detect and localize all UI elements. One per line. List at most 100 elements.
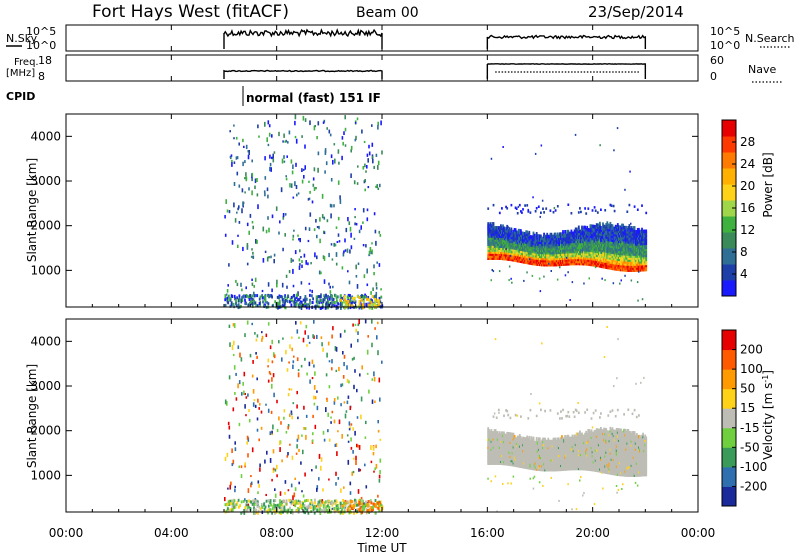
near-range-cell: [345, 502, 347, 505]
sparse-cell: [532, 196, 534, 198]
low-scatter-cell: [589, 277, 591, 279]
near-range-cell: [244, 506, 246, 509]
echo-cell: [316, 256, 318, 260]
near-range-cell: [229, 298, 231, 301]
echo-cell: [236, 212, 238, 214]
echo-cell: [337, 241, 339, 243]
colorbar-tick-label: 20: [740, 179, 755, 193]
low-scatter-cell: [543, 276, 545, 278]
echo-cell: [268, 409, 270, 413]
echo-cell: [309, 342, 311, 344]
echo-cell: [229, 435, 231, 439]
echo-cell: [251, 190, 253, 195]
echo-cell: [302, 450, 304, 454]
near-range-cell: [347, 500, 349, 503]
near-range-cell: [256, 294, 258, 297]
near-range-cell: [259, 302, 261, 305]
echo-cell: [322, 488, 324, 491]
echo-cell: [316, 335, 318, 339]
echo-cell: [279, 220, 281, 223]
echo-cell: [227, 284, 229, 287]
echo-cell: [225, 457, 227, 461]
echo-cell: [350, 173, 352, 178]
echo-cell: [270, 163, 272, 166]
echo-cell: [241, 474, 243, 478]
echo-cell: [314, 371, 316, 375]
echo-cell: [372, 378, 374, 381]
echo-cell: [229, 485, 231, 490]
echo-cell: [334, 420, 336, 424]
echo-cell: [234, 365, 236, 370]
echo-cell: [268, 144, 270, 146]
echo-cell: [344, 115, 346, 119]
sparse-cell: [540, 290, 542, 292]
near-range-cell: [253, 300, 255, 303]
echo-cell: [256, 178, 258, 182]
echo-cell: [301, 365, 303, 368]
echo-cell: [257, 193, 259, 196]
echo-cell: [301, 135, 303, 138]
echo-cell: [305, 260, 307, 265]
echo-cell: [254, 186, 256, 190]
near-range-cell: [252, 500, 254, 503]
near-range-cell: [317, 301, 319, 304]
near-range-cell: [309, 302, 311, 305]
echo-cell: [347, 270, 349, 272]
echo-cell: [231, 448, 233, 453]
echo-cell: [368, 145, 370, 149]
echo-cell: [374, 377, 376, 382]
upper-band-cell: [555, 209, 557, 212]
near-range-cell: [375, 505, 377, 508]
upper-band-cell: [613, 205, 615, 208]
echo-cell: [331, 335, 333, 339]
echo-cell: [379, 479, 381, 483]
near-range-cell: [291, 509, 293, 512]
echo-cell: [367, 209, 369, 212]
echo-cell: [356, 389, 358, 392]
echo-cell: [266, 137, 268, 142]
echo-cell: [233, 203, 235, 208]
echo-cell: [313, 320, 315, 324]
near-range-cell: [352, 297, 354, 300]
echo-cell: [335, 472, 337, 476]
colorbar-segment: [722, 264, 736, 281]
band-cell: [578, 226, 580, 230]
echo-cell: [254, 399, 256, 401]
cpid-label: CPID: [6, 90, 35, 103]
echo-cell: [357, 416, 359, 419]
upper-band-cell: [499, 212, 501, 215]
near-range-cell: [326, 302, 328, 305]
echo-cell: [306, 373, 308, 376]
upper-band-cell: [637, 209, 639, 212]
echo-cell: [270, 431, 272, 435]
echo-cell: [340, 403, 342, 406]
echo-cell: [242, 162, 244, 166]
echo-cell: [379, 263, 381, 267]
near-range-cell: [262, 300, 264, 303]
upper-band-cell: [580, 211, 582, 214]
echo-cell: [305, 427, 307, 430]
near-range-cell: [262, 297, 264, 300]
near-range-cell: [331, 295, 333, 298]
echo-cell: [305, 435, 307, 440]
echo-cell: [341, 434, 343, 439]
sparse-cell: [599, 144, 601, 146]
echo-cell: [239, 185, 241, 188]
echo-cell: [303, 169, 305, 171]
echo-cell: [276, 400, 278, 403]
echo-cell: [351, 245, 353, 249]
near-range-cell: [299, 302, 301, 305]
echo-cell: [279, 441, 281, 446]
echo-cell: [321, 342, 323, 346]
echo-cell: [282, 338, 284, 340]
echo-cell: [355, 456, 357, 460]
band-cell: [599, 222, 601, 226]
near-range-cell: [246, 503, 248, 506]
colorbar-tick-label: 4: [740, 267, 748, 281]
echo-cell: [255, 179, 257, 184]
echo-cell: [305, 118, 307, 122]
low-scatter-cell: [491, 279, 493, 281]
echo-cell: [379, 475, 381, 479]
echo-cell: [257, 418, 259, 421]
echo-cell: [316, 390, 318, 392]
